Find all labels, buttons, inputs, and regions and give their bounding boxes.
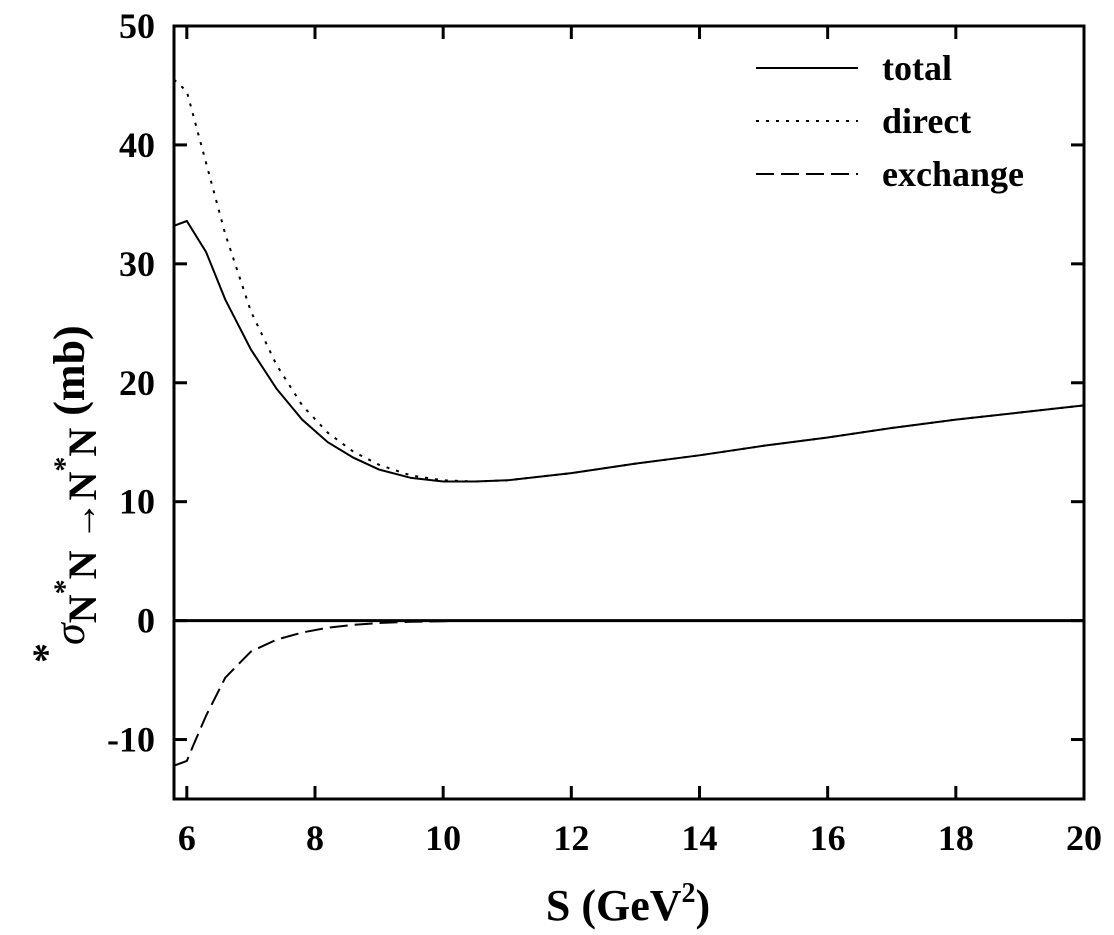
- x-tick-label: 16: [810, 818, 846, 858]
- svg-text:σN*N →N*N(mb): σN*N →N*N(mb): [45, 325, 105, 645]
- plot-frame: [172, 24, 1086, 801]
- x-axis-title-sup: 2: [682, 878, 696, 909]
- y-tick-label: 20: [119, 363, 155, 403]
- y-tick-label: -10: [107, 720, 155, 760]
- y-tick-label: 0: [137, 601, 155, 641]
- y-axis-title-unit: (mb): [45, 325, 94, 415]
- y-tick-label: 40: [119, 125, 155, 165]
- y-tick-label: 30: [119, 244, 155, 284]
- x-tick-label: 20: [1066, 818, 1102, 858]
- y-axis-title: σN*N →N*N(mb) *: [24, 325, 105, 663]
- x-tick-label: 18: [938, 818, 974, 858]
- y-tick-label: 10: [119, 482, 155, 522]
- x-tick-label: 8: [306, 818, 324, 858]
- ticks-layer: 6 8 10 12 14 16 18 20 -10 0 10 20 30 40 50: [107, 6, 1102, 858]
- y-axis-title-sub-star2: *: [48, 457, 81, 472]
- y-axis-title-sub: N: [60, 594, 105, 623]
- legend-label-total: total: [882, 48, 952, 88]
- x-axis-title-main: S (GeV: [546, 881, 682, 930]
- y-axis-title-sub-end: N: [60, 428, 105, 457]
- x-tick-label: 14: [681, 818, 717, 858]
- y-axis-title-star: *: [24, 643, 69, 663]
- x-tick-label: 6: [178, 818, 196, 858]
- series-line-total: [173, 219, 1085, 483]
- y-axis-title-sub-star1: *: [48, 579, 81, 594]
- legend-label-exchange: exchange: [882, 154, 1024, 194]
- x-tick-label: 12: [553, 818, 589, 858]
- legend: total direct exchange: [756, 48, 1024, 194]
- y-axis-title-sigma: σ: [45, 621, 94, 645]
- y-axis-title-sub-mid: N →N: [60, 472, 105, 580]
- x-axis-title: S (GeV2): [546, 878, 710, 930]
- x-tick-label: 10: [425, 818, 461, 858]
- legend-label-direct: direct: [882, 101, 971, 141]
- series-line-exchange: [173, 619, 1084, 767]
- x-axis-title-close: ): [696, 881, 711, 930]
- y-tick-label: 50: [119, 6, 155, 46]
